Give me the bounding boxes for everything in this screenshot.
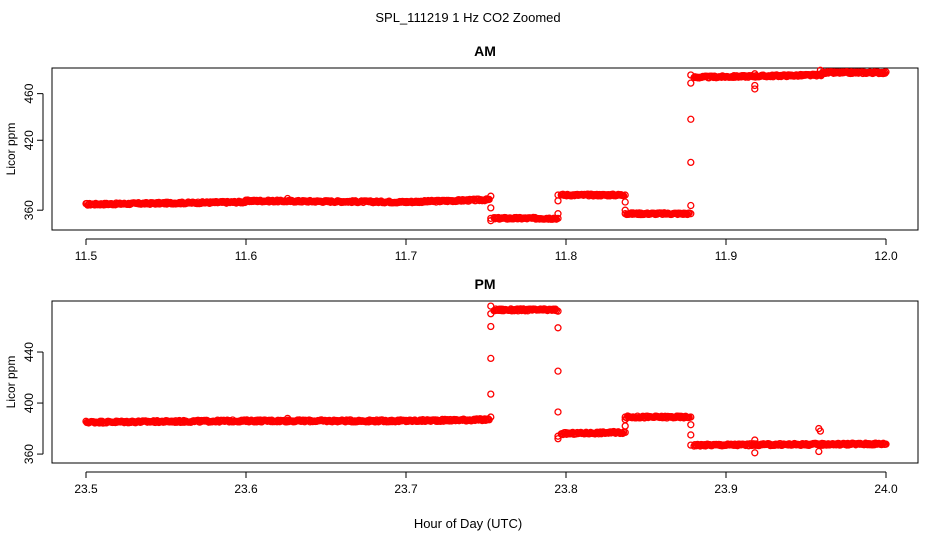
am-transition-point xyxy=(621,210,629,218)
pm-x-tick-label: 23.6 xyxy=(234,482,258,496)
am-panel-title: AM xyxy=(474,43,496,59)
am-points xyxy=(82,66,890,225)
am-y-tick-label: 460 xyxy=(22,83,36,103)
am-y-tick-label: 420 xyxy=(22,130,36,150)
pm-point xyxy=(882,440,890,448)
am-transition-point xyxy=(554,210,562,218)
pm-transition-point xyxy=(487,390,495,398)
am-transition-point xyxy=(487,214,495,223)
pm-x-tick-label: 23.9 xyxy=(714,482,738,496)
pm-outlier-point xyxy=(751,436,759,444)
am-panel: AM Licor ppm 11.5 11.6 11.7 11.8 11.9 12.0 360… xyxy=(4,43,919,263)
am-x-tick-label: 11.7 xyxy=(395,249,418,263)
am-plot-frame xyxy=(51,67,919,231)
am-outlier-point xyxy=(751,70,759,78)
am-transition-point xyxy=(554,214,562,223)
pm-transition-point xyxy=(621,415,629,424)
pm-x-tick-label: 24.0 xyxy=(874,482,898,496)
pm-panel-title: PM xyxy=(475,276,496,292)
pm-transition-point xyxy=(554,432,562,440)
am-x-tick-label: 11.9 xyxy=(715,249,738,263)
am-transition-point xyxy=(687,158,695,167)
pm-transition-point xyxy=(687,421,695,429)
am-transition-point xyxy=(487,204,495,212)
figure-xlabel: Hour of Day (UTC) xyxy=(414,516,522,531)
am-transition-point xyxy=(621,191,629,199)
pm-transition-point xyxy=(554,408,562,416)
pm-outlier-point xyxy=(751,449,759,457)
pm-transition-point xyxy=(487,310,495,318)
pm-outlier-point xyxy=(815,447,823,456)
pm-ylabel: Licor ppm xyxy=(4,356,18,409)
pm-point xyxy=(877,440,886,449)
pm-transition-point xyxy=(487,322,495,331)
pm-y-tick-label: 360 xyxy=(22,444,36,464)
pm-transition-point xyxy=(687,413,695,421)
figure-title: SPL_111219 1 Hz CO2 Zoomed xyxy=(375,10,560,25)
pm-outlier-point xyxy=(283,414,292,423)
am-transition-point xyxy=(687,79,695,87)
pm-transition-point xyxy=(554,307,562,315)
pm-panel: PM Licor ppm 23.5 23.6 23.7 23.8 23.9 24.0 360… xyxy=(4,276,919,496)
am-x-tick-label: 11.8 xyxy=(555,249,578,263)
pm-x-tick-label: 23.8 xyxy=(554,482,578,496)
am-transition-point xyxy=(687,210,695,218)
am-transition-point xyxy=(487,192,495,200)
pm-transition-point xyxy=(621,422,629,430)
am-x-tick-label: 11.6 xyxy=(235,249,258,263)
pm-transition-point xyxy=(554,324,562,332)
pm-outlier-point xyxy=(816,427,825,435)
am-outlier-point xyxy=(751,85,759,93)
am-outlier-point xyxy=(751,81,759,90)
pm-y-tick-label: 400 xyxy=(22,393,36,413)
am-transition-point xyxy=(554,191,562,199)
pm-x-tick-label: 23.7 xyxy=(394,482,418,496)
am-x-tick-label: 11.5 xyxy=(75,249,98,263)
pm-plot-frame xyxy=(51,300,919,464)
am-outlier-point xyxy=(283,194,292,203)
pm-points xyxy=(82,302,890,457)
am-transition-point xyxy=(554,197,562,205)
am-transition-point xyxy=(487,217,495,225)
am-transition-point xyxy=(687,201,695,210)
am-point xyxy=(683,210,692,219)
am-axes: 11.5 11.6 11.7 11.8 11.9 12.0 360 420 460 xyxy=(22,83,898,263)
pm-transition-point xyxy=(687,441,695,449)
pm-transition-point xyxy=(487,354,495,363)
am-ylabel: Licor ppm xyxy=(4,123,18,176)
pm-x-tick-label: 23.5 xyxy=(74,482,98,496)
am-y-tick-label: 360 xyxy=(22,200,36,220)
pm-transition-point xyxy=(554,367,562,375)
pm-axes: 23.5 23.6 23.7 23.8 23.9 24.0 360 400 440 xyxy=(22,342,898,496)
pm-y-tick-label: 440 xyxy=(22,342,36,362)
pm-transition-point xyxy=(621,413,629,421)
am-point xyxy=(882,68,890,76)
am-x-tick-label: 12.0 xyxy=(874,249,898,263)
am-transition-point xyxy=(621,198,629,206)
pm-transition-point xyxy=(487,302,495,310)
pm-transition-point xyxy=(487,413,495,421)
am-transition-point xyxy=(687,71,695,79)
am-transition-point xyxy=(621,206,629,214)
pm-transition-point xyxy=(554,435,562,443)
pm-transition-point xyxy=(687,431,695,439)
am-outlier-point xyxy=(816,66,825,74)
am-transition-point xyxy=(687,115,695,123)
